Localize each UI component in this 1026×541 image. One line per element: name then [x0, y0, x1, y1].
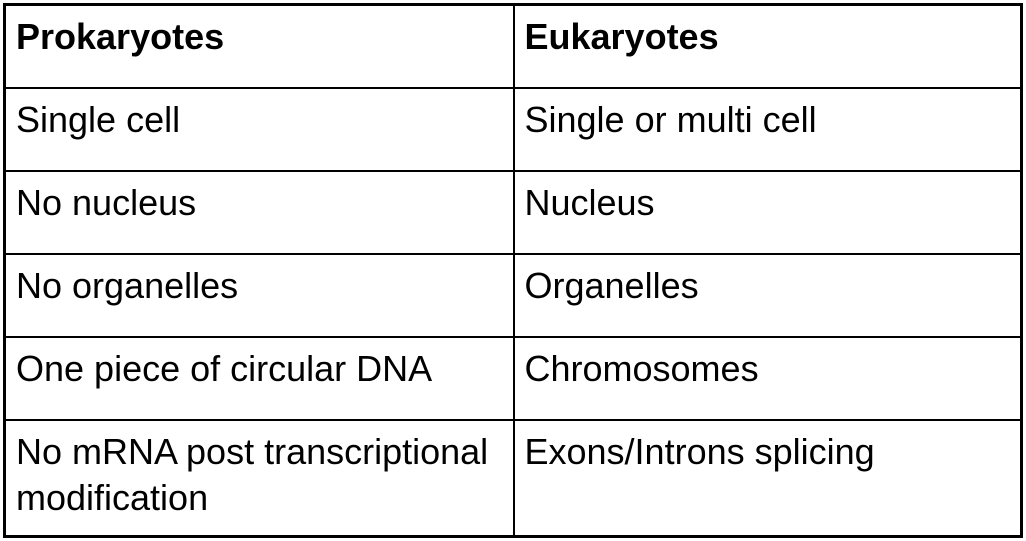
table-row: One piece of circular DNA Chromosomes	[3, 335, 1023, 421]
table-row: No mRNA post transcriptional modificatio…	[3, 418, 1023, 538]
table-header-row: Prokaryotes Eukaryotes	[3, 3, 1023, 89]
table-cell-eukaryote: Single or multi cell	[512, 86, 1023, 172]
header-eukaryotes: Eukaryotes	[512, 3, 1023, 89]
table-cell-prokaryote: No organelles	[3, 252, 515, 338]
table-row: Single cell Single or multi cell	[3, 86, 1023, 172]
table-cell-eukaryote: Organelles	[512, 252, 1023, 338]
table-row: No nucleus Nucleus	[3, 169, 1023, 255]
comparison-table: Prokaryotes Eukaryotes Single cell Singl…	[3, 3, 1023, 538]
table-cell-prokaryote: No mRNA post transcriptional modificatio…	[3, 418, 515, 538]
table-cell-prokaryote: One piece of circular DNA	[3, 335, 515, 421]
table-cell-prokaryote: Single cell	[3, 86, 515, 172]
table-cell-eukaryote: Exons/Introns splicing	[512, 418, 1023, 538]
header-prokaryotes: Prokaryotes	[3, 3, 515, 89]
table-row: No organelles Organelles	[3, 252, 1023, 338]
table-cell-prokaryote: No nucleus	[3, 169, 515, 255]
table-cell-eukaryote: Chromosomes	[512, 335, 1023, 421]
table-cell-eukaryote: Nucleus	[512, 169, 1023, 255]
